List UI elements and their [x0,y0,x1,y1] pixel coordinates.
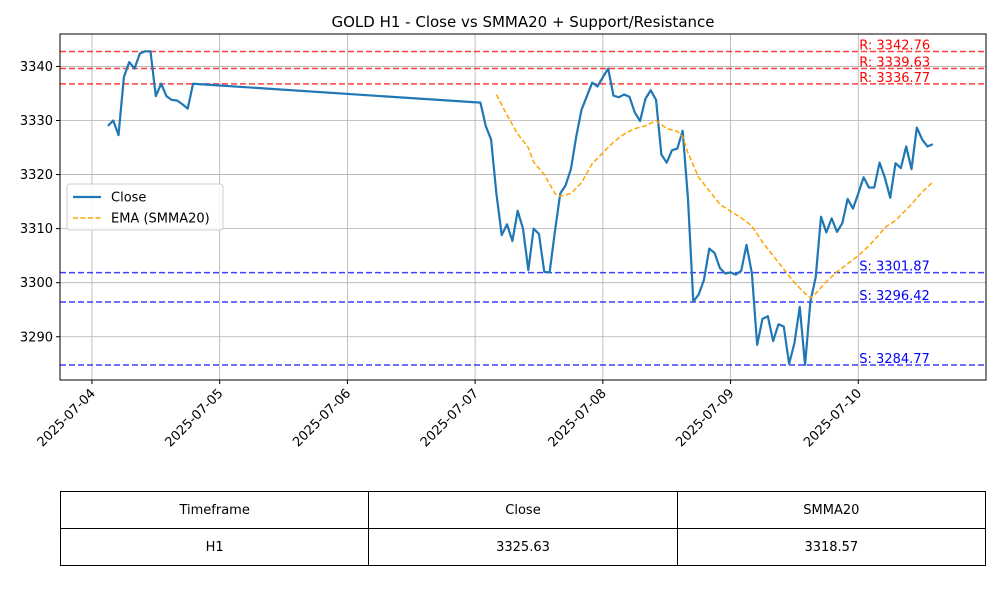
support-resistance-levels: R: 3342.76R: 3339.63R: 3336.77 S: 3301.87… [60,39,986,367]
summary-table: Timeframe Close SMMA20 H1 3325.63 3318.5… [59,491,987,566]
legend-entry: Close [111,191,146,206]
y-tick-label: 3340 [20,60,53,75]
table-row: H1 3325.63 3318.57 [59,528,987,566]
legend-box [66,183,224,231]
resistance-label: R: 3339.63 [859,55,930,70]
resistance-label: R: 3336.77 [859,71,930,86]
support-label: S: 3301.87 [859,260,930,275]
table-cell: 3325.63 [368,528,678,566]
table-cell: 3318.57 [676,528,987,566]
chart-title: GOLD H1 - Close vs SMMA20 + Support/Resi… [331,13,714,31]
chart-background [0,0,1000,480]
y-tick-label: 3290 [20,330,53,345]
price-chart: GOLD H1 - Close vs SMMA20 + Support/Resi… [0,0,1000,480]
table-header-row: Timeframe Close SMMA20 [59,491,987,529]
legend-entry: EMA (SMMA20) [111,212,210,227]
support-label: S: 3284.77 [859,352,930,367]
y-tick-label: 3330 [20,114,53,129]
table-cell: H1 [59,528,370,566]
plot-frame [59,33,987,381]
support-label: S: 3296.42 [859,289,930,304]
table-header-cell: SMMA20 [676,491,987,529]
close-price-line [107,50,934,366]
y-tick-label: 3320 [20,168,53,183]
smma20-line [495,94,934,299]
legend: Close EMA (SMMA20) [66,183,224,231]
resistance-label: R: 3342.76 [859,39,930,54]
series-lines [107,50,934,366]
y-tick-label: 3310 [20,222,53,237]
y-tick-label: 3300 [20,276,53,291]
table-header-cell: Close [368,491,678,529]
table-header-cell: Timeframe [59,491,370,529]
